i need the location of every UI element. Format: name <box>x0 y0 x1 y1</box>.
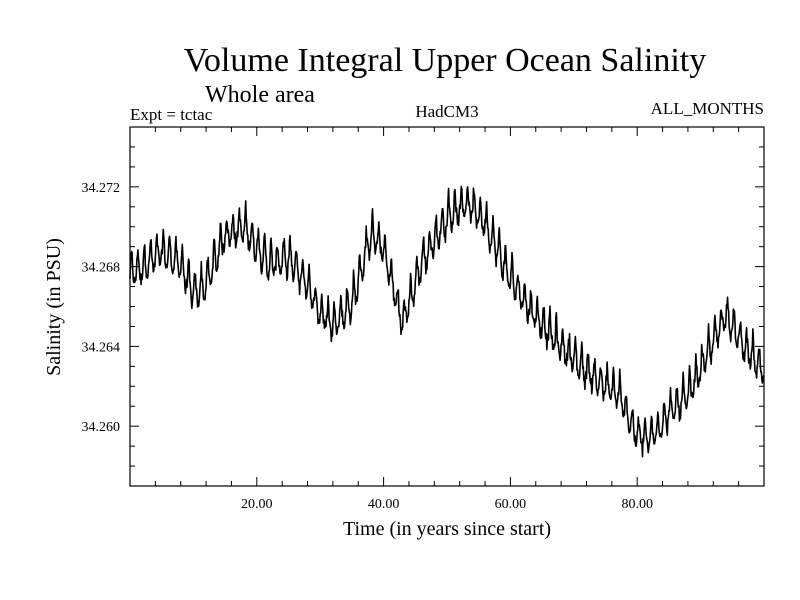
chart-subtitle: Whole area <box>205 82 315 108</box>
chart-title: Volume Integral Upper Ocean Salinity <box>184 42 706 79</box>
months-label: ALL_MONTHS <box>651 99 764 118</box>
x-tick-label: 60.00 <box>495 497 527 512</box>
model-label: HadCM3 <box>415 102 478 121</box>
x-tick-label: 40.00 <box>368 497 400 512</box>
x-tick-label: 20.00 <box>241 497 273 512</box>
tick-labels: 20.00 40.00 60.00 80.00 34.260 34.264 34.268 34… <box>82 181 653 512</box>
y-tick-label: 34.272 <box>82 181 121 196</box>
y-axis-label: Salinity (in PSU) <box>43 238 65 376</box>
y-tick-label: 34.268 <box>82 261 121 276</box>
y-tick-label: 34.264 <box>82 340 121 355</box>
x-tick-label: 80.00 <box>621 497 653 512</box>
salinity-series-line <box>129 185 765 458</box>
experiment-label: Expt = tctac <box>130 105 213 124</box>
axis-ticks <box>130 126 764 487</box>
plot-area-frame <box>129 126 765 487</box>
y-tick-label: 34.260 <box>82 420 121 435</box>
x-axis-label: Time (in years since start) <box>343 518 551 540</box>
